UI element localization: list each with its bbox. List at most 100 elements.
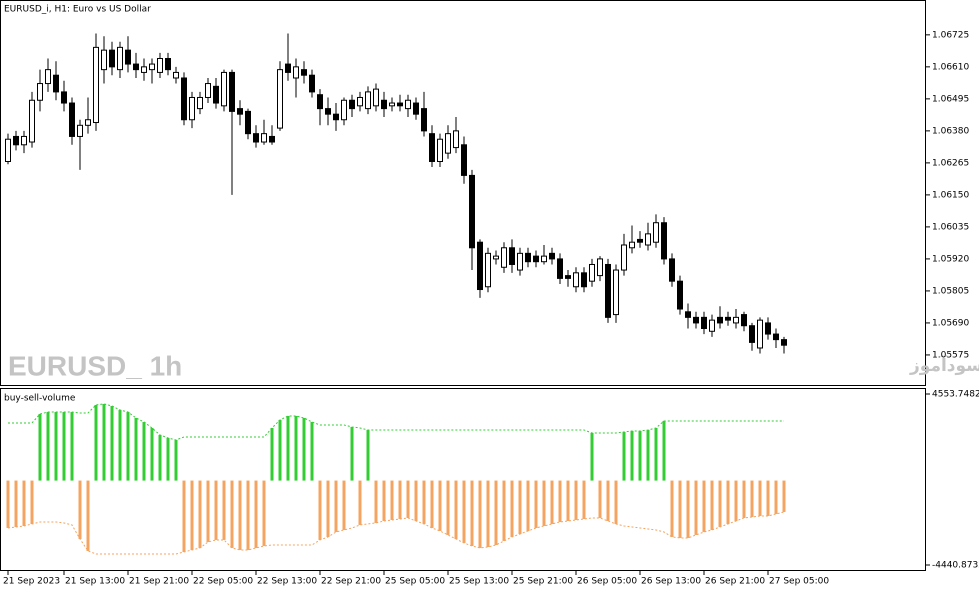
volume-bar [494,480,498,545]
volume-bar [22,480,26,526]
candle-body [397,102,403,107]
volume-bar [774,480,778,514]
candle-body [493,255,499,260]
volume-bar [558,480,562,522]
volume-bar [478,480,482,548]
volume-bar [694,480,698,535]
x-tick-label: 26 Sep 21:00 [705,577,765,587]
indicator-pane-frame [0,388,926,571]
volume-bar [278,419,282,481]
volume-bar [334,480,338,532]
candle-body [597,258,603,277]
volume-bar [358,480,362,525]
volume-bar [598,480,602,518]
volume-bar [254,480,258,548]
candle-body [541,255,547,263]
volume-bar [390,480,394,520]
volume-bar [534,480,538,528]
candle-body [693,316,699,324]
volume-bar [382,480,386,521]
candle-body [701,316,707,329]
candle-body [557,258,563,279]
candle-body [677,280,683,310]
volume-bar [62,412,66,481]
x-tick-label: 27 Sep 05:00 [769,577,829,587]
candle-body [485,252,491,288]
candle-body [661,222,667,260]
volume-bar [102,403,106,481]
volume-bar [550,480,554,524]
candle-body [645,233,651,246]
volume-bar [414,480,418,521]
x-tick-label: 21 Sep 13:00 [65,577,125,587]
candle-body [13,135,19,146]
candle-body [213,85,219,104]
candle-body [565,275,571,279]
candle-body [685,311,691,318]
candle-body [501,247,507,268]
volume-bar [6,480,10,528]
volume-bar [398,480,402,519]
volume-bar [518,480,522,534]
candle-body [109,49,115,68]
volume-bar [710,480,714,530]
candle-body [413,102,419,115]
candle-body [621,244,627,271]
volume-bar [542,480,546,526]
volume-bar [206,480,210,542]
y-tick-label: 1.06725 [932,30,969,40]
volume-bar [422,480,426,524]
candle-body [757,319,763,349]
candle-body [245,110,251,135]
volume-bar [510,480,514,537]
volume-bar [590,432,594,481]
volume-bar [310,421,314,481]
y-tick-label: 1.06265 [932,158,969,168]
candle-body [229,71,235,112]
volume-bar [190,480,194,550]
candle-body [117,46,123,71]
candle-body [421,108,427,132]
candle-body [237,108,243,115]
volume-bar [118,409,122,481]
candle-body [269,135,275,143]
candle-body [69,102,75,137]
candle-body [205,83,211,98]
volume-bar [622,431,626,481]
candle-body [589,263,595,282]
candle-body [197,96,203,110]
volume-bar [438,480,442,531]
volume-line [8,403,784,441]
volume-bar [158,434,162,481]
volume-bar [718,480,722,527]
candle-body [581,272,587,288]
candle-body [781,339,787,346]
y-tick-label: 1.05805 [932,286,969,296]
candle-body [125,49,131,65]
y-tick-label: 1.06035 [932,222,969,232]
candle-body [77,124,83,137]
candle-body [277,69,283,129]
volume-bar [174,439,178,481]
volume-bar [182,480,186,552]
candle-body [773,333,779,341]
volume-bar [502,480,506,541]
volume-bar [486,480,490,547]
y-tick-label: 1.06150 [932,190,969,200]
candle-body [453,130,459,149]
candle-body [365,91,371,110]
volume-bar [70,412,74,481]
x-tick-label: 26 Sep 05:00 [577,577,637,587]
volume-bar [110,405,114,481]
volume-bar [606,480,610,521]
candle-body [717,316,723,324]
volume-bar [782,480,786,512]
candle-body [21,135,27,146]
volume-bar [38,414,42,481]
volume-bar [374,480,378,523]
candle-body [445,133,451,154]
candle-body [525,252,531,263]
volume-bar [430,480,434,528]
chart-title: EURUSD_i, H1: Euro vs US Dollar [4,5,151,15]
candle-body [533,255,539,263]
